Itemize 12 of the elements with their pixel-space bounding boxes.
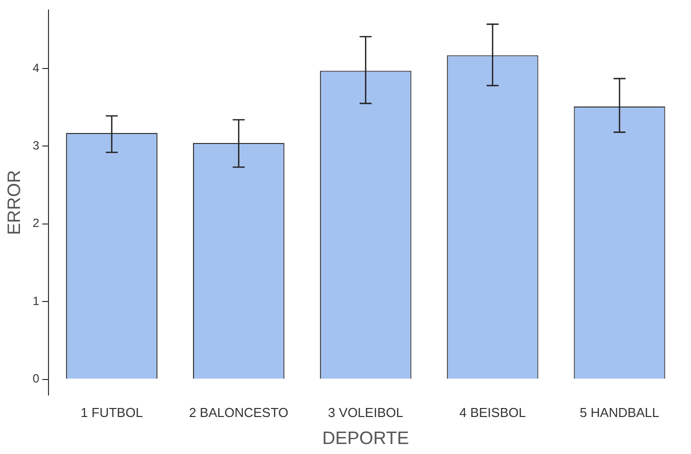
x-tick-label: 5 HANDBALL bbox=[580, 405, 660, 420]
x-axis-title: DEPORTE bbox=[322, 428, 409, 448]
x-tick-label: 3 VOLEIBOL bbox=[328, 405, 404, 420]
y-tick-label: 3 bbox=[32, 138, 40, 152]
x-tick-label: 1 FUTBOL bbox=[80, 405, 143, 420]
y-tick-label: 1 bbox=[32, 294, 40, 308]
y-tick-label: 2 bbox=[32, 216, 40, 230]
y-axis-title: ERROR bbox=[4, 170, 24, 236]
x-tick-label: 4 BEISBOL bbox=[459, 405, 526, 420]
y-tick-label: 4 bbox=[32, 60, 40, 75]
y-tick-label: 0 bbox=[32, 372, 40, 386]
x-tick-label: 2 BALONCESTO bbox=[188, 405, 288, 420]
